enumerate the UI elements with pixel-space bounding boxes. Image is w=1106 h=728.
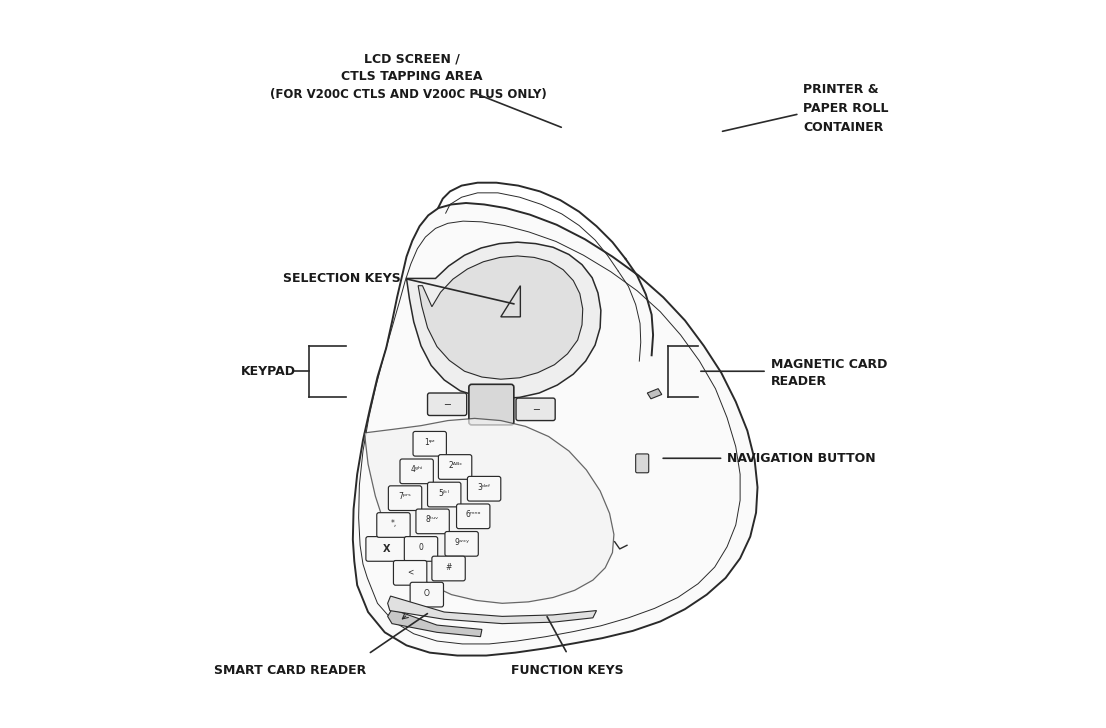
FancyBboxPatch shape bbox=[388, 486, 421, 510]
Text: 8ᵗᵘᵛ: 8ᵗᵘᵛ bbox=[426, 515, 439, 524]
Text: SMART CARD READER: SMART CARD READER bbox=[215, 663, 366, 676]
Polygon shape bbox=[387, 609, 482, 637]
Text: ─: ─ bbox=[445, 400, 450, 410]
Text: KEYPAD: KEYPAD bbox=[241, 365, 296, 378]
Text: 7ᵖʳˢ: 7ᵖʳˢ bbox=[398, 492, 411, 501]
Text: 0: 0 bbox=[418, 543, 424, 552]
Text: MAGNETIC CARD: MAGNETIC CARD bbox=[771, 357, 887, 371]
FancyBboxPatch shape bbox=[416, 509, 449, 534]
Text: 5ʲᵏˡ: 5ʲᵏˡ bbox=[439, 488, 450, 498]
FancyBboxPatch shape bbox=[431, 556, 466, 581]
FancyBboxPatch shape bbox=[428, 393, 467, 416]
Polygon shape bbox=[365, 419, 614, 604]
FancyBboxPatch shape bbox=[377, 513, 410, 537]
FancyBboxPatch shape bbox=[445, 531, 478, 556]
Polygon shape bbox=[407, 242, 601, 399]
Polygon shape bbox=[418, 256, 583, 379]
FancyBboxPatch shape bbox=[517, 398, 555, 421]
Text: 2ᴬᴮᶜ: 2ᴬᴮᶜ bbox=[448, 461, 462, 470]
FancyBboxPatch shape bbox=[636, 454, 649, 472]
Text: READER: READER bbox=[771, 375, 826, 388]
Text: PRINTER &: PRINTER & bbox=[803, 84, 879, 96]
Text: #: # bbox=[446, 563, 451, 571]
FancyBboxPatch shape bbox=[366, 537, 408, 561]
Polygon shape bbox=[647, 389, 661, 399]
Text: (FOR V200C CTLS AND V200C PLUS ONLY): (FOR V200C CTLS AND V200C PLUS ONLY) bbox=[270, 87, 546, 100]
FancyBboxPatch shape bbox=[438, 455, 472, 479]
Polygon shape bbox=[353, 203, 758, 655]
Text: ─: ─ bbox=[533, 405, 539, 415]
Text: X: X bbox=[383, 544, 390, 554]
Text: *,: *, bbox=[390, 519, 397, 528]
Text: CONTAINER: CONTAINER bbox=[803, 121, 884, 134]
Polygon shape bbox=[387, 596, 596, 624]
Text: <: < bbox=[407, 567, 414, 576]
FancyBboxPatch shape bbox=[428, 482, 461, 507]
FancyBboxPatch shape bbox=[394, 561, 427, 585]
FancyBboxPatch shape bbox=[469, 384, 514, 425]
Text: LCD SCREEN /: LCD SCREEN / bbox=[364, 53, 459, 66]
Text: NAVIGATION BUTTON: NAVIGATION BUTTON bbox=[727, 452, 876, 464]
FancyBboxPatch shape bbox=[413, 432, 447, 456]
Text: 1ᵠᶻ: 1ᵠᶻ bbox=[425, 438, 435, 447]
Text: FUNCTION KEYS: FUNCTION KEYS bbox=[511, 663, 624, 676]
Text: 9ʷˣʸ: 9ʷˣʸ bbox=[455, 538, 469, 547]
Text: 3ᵈᵉᶠ: 3ᵈᵉᶠ bbox=[478, 483, 491, 492]
Text: CTLS TAPPING AREA: CTLS TAPPING AREA bbox=[341, 71, 482, 83]
Text: 6ᵐⁿᵒ: 6ᵐⁿᵒ bbox=[466, 510, 481, 519]
Text: SELECTION KEYS: SELECTION KEYS bbox=[283, 272, 401, 285]
FancyBboxPatch shape bbox=[410, 582, 444, 607]
FancyBboxPatch shape bbox=[400, 459, 434, 483]
Text: PAPER ROLL: PAPER ROLL bbox=[803, 102, 889, 115]
FancyBboxPatch shape bbox=[457, 504, 490, 529]
FancyBboxPatch shape bbox=[468, 476, 501, 501]
Text: 4ᵍʰⁱ: 4ᵍʰⁱ bbox=[410, 465, 422, 475]
Text: O: O bbox=[424, 589, 430, 598]
FancyBboxPatch shape bbox=[405, 537, 438, 561]
